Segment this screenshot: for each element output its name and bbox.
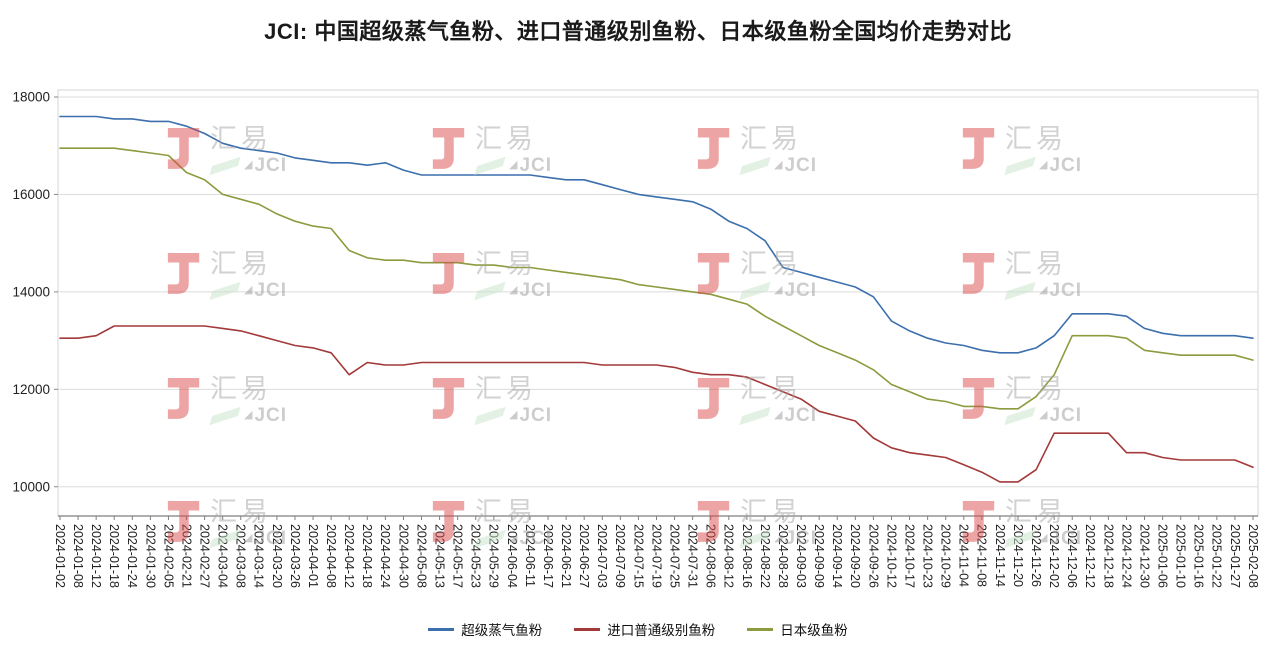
y-tick-label: 14000 [12, 285, 50, 300]
x-tick-label: 2024-05-29 [487, 524, 501, 588]
x-tick-label: 2024-03-08 [234, 524, 248, 588]
x-tick-label: 2024-10-12 [884, 524, 898, 588]
series-line-2 [59, 147, 1254, 410]
x-tick-label: 2024-09-03 [794, 524, 808, 588]
x-tick-label: 2024-12-24 [1119, 524, 1133, 588]
x-tick-label: 2024-04-30 [396, 524, 410, 588]
x-tick-label: 2024-12-02 [1047, 524, 1061, 588]
x-tick-label: 2024-07-31 [686, 524, 700, 588]
x-tick-label: 2024-06-27 [577, 524, 591, 588]
legend-marker-icon [574, 627, 601, 631]
x-tick-label: 2024-05-17 [451, 524, 465, 588]
y-tick-label: 18000 [12, 90, 50, 105]
x-tick-label: 2024-02-05 [161, 524, 175, 588]
chart-legend: 超级蒸气鱼粉 进口普通级别鱼粉 日本级鱼粉 [0, 619, 1276, 639]
x-tick-label: 2024-02-21 [179, 524, 193, 588]
x-tick-label: 2024-01-08 [71, 524, 85, 588]
x-tick-label: 2024-11-14 [993, 524, 1007, 587]
plot-border [57, 89, 1259, 517]
x-tick-label: 2024-09-26 [866, 524, 880, 588]
x-tick-label: 2024-04-12 [342, 524, 356, 588]
x-tick-label: 2024-07-25 [667, 524, 681, 588]
x-tick-label: 2024-10-23 [921, 524, 935, 588]
x-tick-label: 2025-01-16 [1192, 524, 1206, 588]
legend-marker-icon [747, 627, 774, 631]
x-tick-label: 2024-11-08 [975, 524, 989, 587]
x-tick-label: 2025-01-10 [1174, 524, 1188, 588]
y-tick-label: 10000 [12, 479, 50, 494]
x-tick-label: 2024-06-11 [523, 524, 537, 587]
x-tick-label: 2024-11-04 [957, 524, 971, 587]
y-tick-label: 12000 [12, 382, 50, 397]
x-tick-label: 2025-02-08 [1246, 524, 1260, 588]
series-line-0 [59, 115, 1254, 354]
x-tick-label: 2024-07-19 [649, 524, 663, 588]
x-tick-label: 2024-05-23 [469, 524, 483, 588]
legend-item-1: 进口普通级别鱼粉 [574, 619, 715, 639]
x-tick-label: 2024-02-27 [197, 524, 211, 588]
x-tick-label: 2024-06-17 [541, 524, 555, 588]
x-tick-label: 2024-10-29 [939, 524, 953, 588]
x-tick-label: 2024-03-26 [288, 524, 302, 588]
x-tick-label: 2024-08-12 [722, 524, 736, 588]
x-tick-label: 2024-04-08 [324, 524, 338, 588]
x-tick-label: 2024-04-18 [360, 524, 374, 588]
x-tick-label: 2024-03-14 [252, 524, 266, 588]
x-tick-label: 2024-06-21 [559, 524, 573, 588]
x-tick-label: 2025-01-22 [1210, 524, 1224, 588]
series-line-1 [59, 325, 1254, 483]
legend-label: 日本级鱼粉 [780, 623, 848, 638]
x-tick-label: 2024-01-24 [125, 524, 139, 588]
x-tick-label: 2024-03-20 [270, 524, 284, 588]
x-tick-label: 2024-07-09 [613, 524, 627, 588]
x-tick-label: 2024-01-30 [143, 524, 157, 588]
x-tick-label: 2024-12-06 [1065, 524, 1079, 588]
x-tick-label: 2024-06-04 [505, 524, 519, 588]
x-tick-label: 2024-09-20 [848, 524, 862, 588]
chart-title: JCI: 中国超级蒸气鱼粉、进口普通级别鱼粉、日本级鱼粉全国均价走势对比 [264, 19, 1012, 44]
x-tick-label: 2024-09-09 [812, 524, 826, 588]
x-tick-label: 2024-08-16 [740, 524, 754, 588]
legend-item-2: 日本级鱼粉 [747, 619, 848, 639]
x-tick-label: 2024-05-08 [414, 524, 428, 588]
legend-marker-icon [428, 627, 455, 631]
x-tick-label: 2024-08-06 [704, 524, 718, 588]
x-tick-label: 2024-01-18 [107, 524, 121, 588]
legend-label: 超级蒸气鱼粉 [461, 623, 543, 638]
x-tick-label: 2024-12-12 [1083, 524, 1097, 588]
y-tick-label: 16000 [12, 187, 50, 202]
x-tick-label: 2024-05-13 [432, 524, 446, 588]
x-tick-label: 2024-12-18 [1101, 524, 1115, 588]
x-tick-label: 2024-11-26 [1029, 524, 1043, 587]
x-tick-label: 2024-08-28 [776, 524, 790, 588]
legend-item-0: 超级蒸气鱼粉 [428, 619, 542, 639]
x-tick-label: 2024-10-17 [902, 524, 916, 588]
x-tick-label: 2024-04-24 [378, 524, 392, 588]
x-tick-label: 2024-08-22 [758, 524, 772, 588]
x-tick-label: 2024-01-02 [53, 524, 67, 588]
x-tick-label: 2024-09-14 [830, 524, 844, 588]
x-tick-label: 2024-07-03 [595, 524, 609, 588]
x-tick-label: 2024-04-01 [306, 524, 320, 588]
legend-label: 进口普通级别鱼粉 [607, 623, 716, 638]
x-tick-label: 2024-07-15 [631, 524, 645, 588]
x-tick-label: 2025-01-06 [1155, 524, 1169, 588]
x-tick-label: 2025-01-27 [1228, 524, 1242, 588]
x-tick-label: 2024-12-30 [1137, 524, 1151, 588]
x-tick-label: 2024-03-04 [216, 524, 230, 588]
x-tick-label: 2024-01-12 [89, 524, 103, 588]
x-tick-label: 2024-11-20 [1011, 524, 1025, 587]
